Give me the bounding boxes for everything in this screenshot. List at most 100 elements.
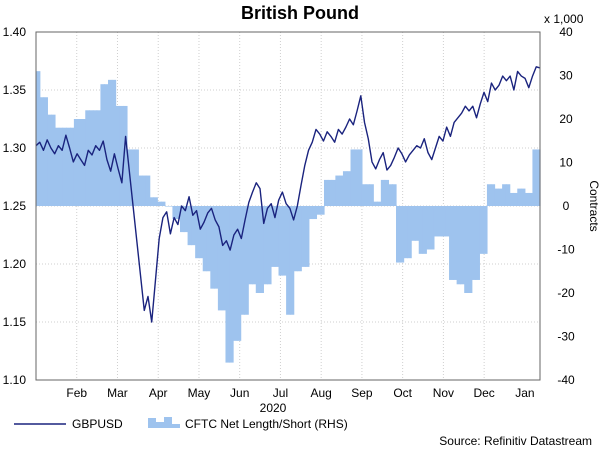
- cftc-bar: [445, 206, 450, 237]
- cftc-bar: [418, 206, 424, 254]
- x-tick-label: Dec: [473, 386, 494, 400]
- cftc-bar: [350, 149, 355, 206]
- cftc-bar: [505, 184, 511, 206]
- plot-frame: [35, 31, 541, 381]
- cftc-bar: [270, 206, 276, 267]
- cftc-bar: [172, 206, 177, 220]
- cftc-bar: [126, 149, 132, 206]
- cftc-bar: [388, 184, 393, 206]
- cftc-bar: [85, 110, 90, 206]
- cftc-bar: [263, 206, 268, 285]
- cftc-bar: [183, 206, 189, 233]
- line-group: [35, 66, 541, 323]
- cftc-bar: [312, 206, 318, 220]
- cftc-bar: [308, 206, 314, 220]
- cftc-bar: [513, 192, 518, 206]
- cftc-bar: [517, 188, 522, 206]
- cftc-bar: [483, 206, 488, 254]
- cftc-bar: [490, 184, 496, 206]
- cftc-bar: [411, 206, 416, 241]
- cftc-bar: [164, 206, 170, 207]
- year-label: 2020: [260, 401, 287, 415]
- cftc-bar: [267, 206, 272, 285]
- cftc-bar: [392, 184, 397, 206]
- cftc-bar: [111, 79, 117, 206]
- cftc-bar: [346, 171, 352, 206]
- cftc-bar: [414, 206, 420, 241]
- cftc-bar: [407, 206, 412, 259]
- x-tick-label: Nov: [433, 386, 454, 400]
- cftc-bar: [377, 201, 382, 206]
- cftc-bar: [339, 175, 344, 206]
- cftc-bar: [380, 179, 386, 206]
- cftc-bar: [236, 206, 242, 341]
- bars-group: [36, 71, 541, 363]
- cftc-bar: [104, 84, 109, 206]
- cftc-bar: [456, 206, 462, 285]
- left-tick-label: 1.20: [3, 257, 27, 271]
- cftc-bar: [240, 206, 246, 315]
- cftc-bar: [214, 206, 219, 289]
- cftc-bar: [36, 71, 41, 207]
- right-tick-label: 20: [559, 112, 573, 126]
- cftc-bar: [498, 188, 503, 206]
- left-tick-label: 1.25: [3, 199, 27, 213]
- cftc-bar: [479, 206, 484, 254]
- chart-title: British Pound: [241, 3, 359, 23]
- source-note: Source: Refinitiv Datastream: [439, 434, 592, 448]
- cftc-bar: [532, 149, 537, 206]
- cftc-bar: [77, 119, 83, 206]
- cftc-bar: [528, 192, 534, 206]
- cftc-bar: [255, 206, 261, 293]
- cftc-bar: [297, 206, 302, 272]
- right-tick-label: 30: [559, 69, 573, 83]
- x-axis: Feb Mar Apr May Jun Jul Aug Sep Oct Nov Dec Jan: [66, 386, 534, 400]
- cftc-bar: [437, 206, 443, 237]
- left-axis: 1.10 1.15 1.20 1.25 1.30 1.35 1.40: [3, 25, 27, 387]
- x-tick-label: Jan: [515, 386, 534, 400]
- cftc-bar: [149, 197, 155, 206]
- cftc-bar: [108, 79, 113, 206]
- cftc-bar: [293, 206, 299, 272]
- left-tick-label: 1.30: [3, 141, 27, 155]
- x-tick-label: May: [188, 386, 211, 400]
- x-tick-label: Aug: [311, 386, 332, 400]
- cftc-bar: [509, 192, 515, 206]
- right-tick-label: -20: [557, 286, 575, 300]
- cftc-bar: [195, 206, 200, 259]
- cftc-bar: [399, 206, 405, 263]
- cftc-bar: [403, 206, 408, 259]
- cftc-bar: [365, 184, 371, 206]
- cftc-bar: [153, 197, 158, 206]
- cftc-bar: [452, 206, 458, 280]
- right-tick-label: 10: [559, 156, 573, 170]
- cftc-bar: [217, 206, 223, 311]
- cftc-bar: [92, 110, 98, 206]
- left-tick-label: 1.40: [3, 25, 27, 39]
- cftc-bar: [130, 149, 136, 206]
- cftc-bar: [358, 149, 363, 206]
- cftc-bar: [464, 206, 469, 293]
- left-tick-label: 1.15: [3, 315, 27, 329]
- cftc-bar: [289, 206, 295, 315]
- x-tick-label: Apr: [149, 386, 168, 400]
- cftc-bar: [282, 206, 287, 276]
- cftc-bar: [274, 206, 280, 267]
- cftc-bar: [39, 97, 45, 206]
- cftc-bar: [210, 206, 215, 289]
- cftc-bar: [524, 192, 530, 206]
- right-tick-label: 0: [563, 199, 570, 213]
- cftc-bar: [252, 206, 257, 285]
- cftc-bar: [354, 149, 359, 206]
- cftc-bar: [123, 105, 128, 206]
- right-axis-label: Contracts: [587, 180, 600, 231]
- legend: GBPUSD CFTC Net Length/Short (RHS): [14, 417, 348, 431]
- cftc-bar: [168, 206, 174, 207]
- legend-label-gbpusd: GBPUSD: [72, 417, 123, 431]
- cftc-bar: [369, 184, 374, 206]
- cftc-bar: [229, 206, 234, 363]
- cftc-bar: [100, 84, 105, 206]
- cftc-bar: [134, 149, 139, 206]
- cftc-bar: [180, 206, 185, 233]
